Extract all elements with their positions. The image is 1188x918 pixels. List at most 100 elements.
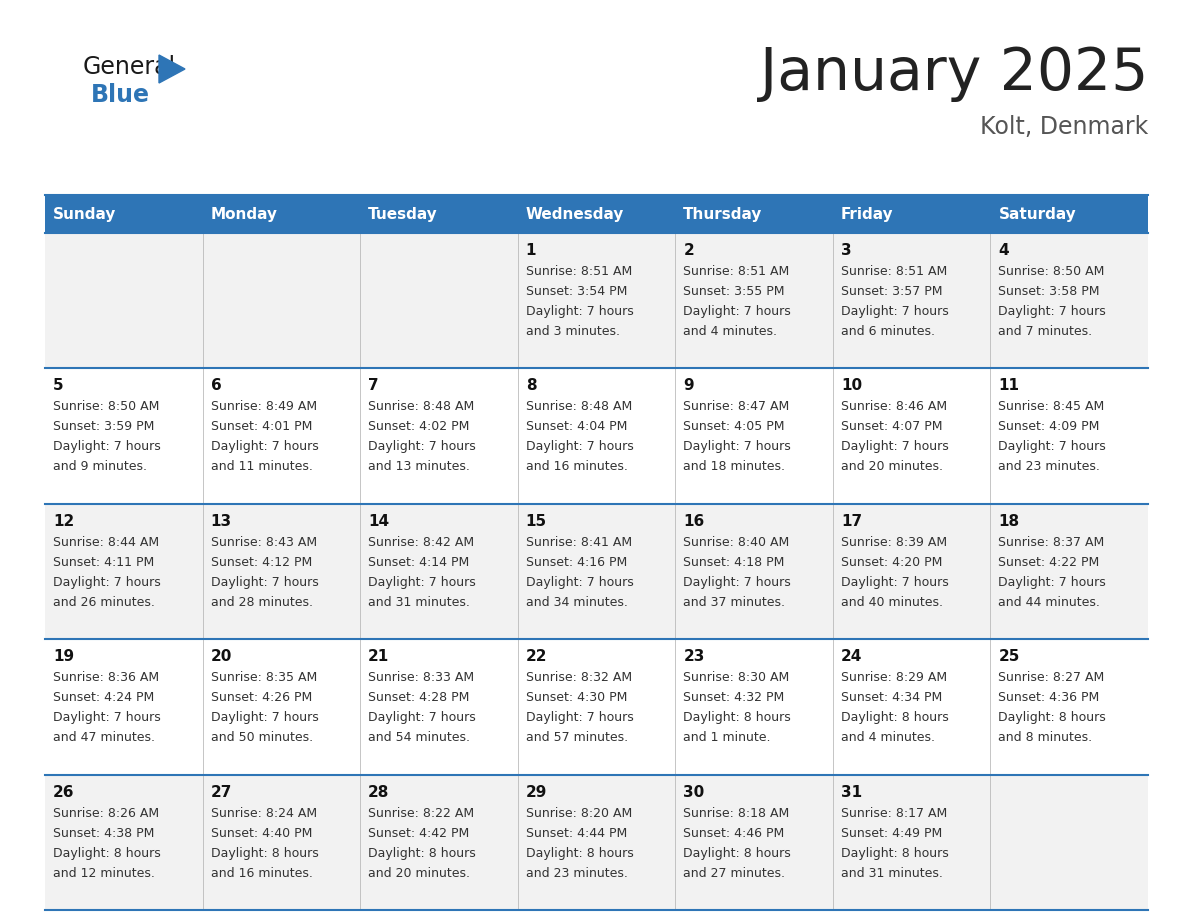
Text: Daylight: 7 hours: Daylight: 7 hours [526, 576, 633, 588]
Bar [45, 195, 203, 233]
Text: Daylight: 7 hours: Daylight: 7 hours [998, 441, 1106, 453]
Text: and 28 minutes.: and 28 minutes. [210, 596, 312, 609]
Text: Sunrise: 8:18 AM: Sunrise: 8:18 AM [683, 807, 790, 820]
Text: and 7 minutes.: and 7 minutes. [998, 325, 1093, 338]
Text: Sunrise: 8:36 AM: Sunrise: 8:36 AM [53, 671, 159, 684]
Text: Daylight: 8 hours: Daylight: 8 hours [368, 846, 476, 859]
Text: Daylight: 7 hours: Daylight: 7 hours [998, 305, 1106, 318]
Text: Sunset: 4:18 PM: Sunset: 4:18 PM [683, 555, 784, 569]
Bar [833, 775, 991, 910]
Text: Daylight: 7 hours: Daylight: 7 hours [53, 576, 160, 588]
Text: Sunset: 4:30 PM: Sunset: 4:30 PM [526, 691, 627, 704]
Text: and 37 minutes.: and 37 minutes. [683, 596, 785, 609]
Text: Daylight: 7 hours: Daylight: 7 hours [526, 305, 633, 318]
Text: and 9 minutes.: and 9 minutes. [53, 461, 147, 474]
Text: and 47 minutes.: and 47 minutes. [53, 732, 154, 744]
Bar [833, 368, 991, 504]
Text: and 54 minutes.: and 54 minutes. [368, 732, 470, 744]
Text: 19: 19 [53, 649, 74, 665]
Text: Sunset: 4:09 PM: Sunset: 4:09 PM [998, 420, 1100, 433]
Text: Sunrise: 8:51 AM: Sunrise: 8:51 AM [841, 265, 947, 278]
Text: Sunrise: 8:24 AM: Sunrise: 8:24 AM [210, 807, 317, 820]
Polygon shape [159, 55, 185, 83]
Text: Daylight: 7 hours: Daylight: 7 hours [210, 441, 318, 453]
Text: and 1 minute.: and 1 minute. [683, 732, 771, 744]
Text: Sunset: 4:49 PM: Sunset: 4:49 PM [841, 826, 942, 840]
Text: and 20 minutes.: and 20 minutes. [841, 461, 943, 474]
Text: Sunrise: 8:26 AM: Sunrise: 8:26 AM [53, 807, 159, 820]
Bar [203, 368, 360, 504]
Text: Saturday: Saturday [998, 207, 1076, 221]
Text: Sunrise: 8:35 AM: Sunrise: 8:35 AM [210, 671, 317, 684]
Bar [518, 368, 675, 504]
Bar [991, 368, 1148, 504]
Text: Sunset: 4:11 PM: Sunset: 4:11 PM [53, 555, 154, 569]
Text: Sunset: 4:14 PM: Sunset: 4:14 PM [368, 555, 469, 569]
Text: Blue: Blue [91, 83, 150, 107]
Text: and 34 minutes.: and 34 minutes. [526, 596, 627, 609]
Text: Sunrise: 8:29 AM: Sunrise: 8:29 AM [841, 671, 947, 684]
Text: Sunrise: 8:37 AM: Sunrise: 8:37 AM [998, 536, 1105, 549]
Text: 10: 10 [841, 378, 862, 394]
Text: Sunrise: 8:41 AM: Sunrise: 8:41 AM [526, 536, 632, 549]
Bar [360, 195, 518, 233]
Text: Sunset: 4:01 PM: Sunset: 4:01 PM [210, 420, 312, 433]
Text: Monday: Monday [210, 207, 278, 221]
Text: Friday: Friday [841, 207, 893, 221]
Text: 3: 3 [841, 243, 852, 258]
Text: and 31 minutes.: and 31 minutes. [841, 867, 943, 879]
Text: Sunset: 3:54 PM: Sunset: 3:54 PM [526, 285, 627, 298]
Bar [518, 775, 675, 910]
Text: Daylight: 7 hours: Daylight: 7 hours [210, 576, 318, 588]
Text: Sunset: 4:26 PM: Sunset: 4:26 PM [210, 691, 311, 704]
Text: and 26 minutes.: and 26 minutes. [53, 596, 154, 609]
Bar [360, 368, 518, 504]
Text: Daylight: 7 hours: Daylight: 7 hours [841, 305, 948, 318]
Bar [45, 233, 203, 368]
Text: Daylight: 7 hours: Daylight: 7 hours [368, 711, 476, 724]
Bar [360, 504, 518, 639]
Text: and 12 minutes.: and 12 minutes. [53, 867, 154, 879]
Text: Sunrise: 8:20 AM: Sunrise: 8:20 AM [526, 807, 632, 820]
Text: 24: 24 [841, 649, 862, 665]
Bar [675, 639, 833, 775]
Text: Kolt, Denmark: Kolt, Denmark [980, 115, 1148, 139]
Text: 7: 7 [368, 378, 379, 394]
Text: Wednesday: Wednesday [526, 207, 624, 221]
Text: Sunrise: 8:40 AM: Sunrise: 8:40 AM [683, 536, 790, 549]
Text: 14: 14 [368, 514, 390, 529]
Text: Sunrise: 8:17 AM: Sunrise: 8:17 AM [841, 807, 947, 820]
Text: and 13 minutes.: and 13 minutes. [368, 461, 470, 474]
Text: Tuesday: Tuesday [368, 207, 438, 221]
Text: 8: 8 [526, 378, 536, 394]
Text: Daylight: 7 hours: Daylight: 7 hours [53, 711, 160, 724]
Bar [991, 775, 1148, 910]
Text: Daylight: 8 hours: Daylight: 8 hours [841, 711, 948, 724]
Bar [518, 233, 675, 368]
Bar [991, 504, 1148, 639]
Text: and 16 minutes.: and 16 minutes. [526, 461, 627, 474]
Bar [203, 775, 360, 910]
Text: and 31 minutes.: and 31 minutes. [368, 596, 470, 609]
Text: Sunrise: 8:51 AM: Sunrise: 8:51 AM [683, 265, 790, 278]
Text: 31: 31 [841, 785, 862, 800]
Text: 12: 12 [53, 514, 74, 529]
Text: 9: 9 [683, 378, 694, 394]
Text: Daylight: 8 hours: Daylight: 8 hours [210, 846, 318, 859]
Bar [833, 233, 991, 368]
Text: Sunset: 4:05 PM: Sunset: 4:05 PM [683, 420, 785, 433]
Text: 20: 20 [210, 649, 232, 665]
Text: 28: 28 [368, 785, 390, 800]
Text: Sunset: 3:58 PM: Sunset: 3:58 PM [998, 285, 1100, 298]
Text: 15: 15 [526, 514, 546, 529]
Text: Sunset: 4:28 PM: Sunset: 4:28 PM [368, 691, 469, 704]
Bar [203, 195, 360, 233]
Text: Sunrise: 8:49 AM: Sunrise: 8:49 AM [210, 400, 317, 413]
Text: Thursday: Thursday [683, 207, 763, 221]
Text: Sunset: 4:40 PM: Sunset: 4:40 PM [210, 826, 312, 840]
Text: Daylight: 7 hours: Daylight: 7 hours [368, 576, 476, 588]
Text: Daylight: 8 hours: Daylight: 8 hours [526, 846, 633, 859]
Bar [991, 195, 1148, 233]
Text: Sunset: 3:57 PM: Sunset: 3:57 PM [841, 285, 942, 298]
Text: and 4 minutes.: and 4 minutes. [683, 325, 777, 338]
